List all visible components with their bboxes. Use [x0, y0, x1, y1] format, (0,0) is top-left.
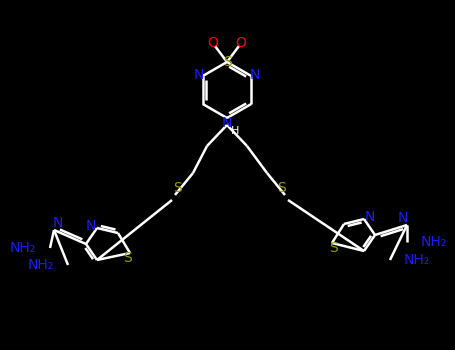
Text: N: N — [53, 216, 63, 230]
Text: S: S — [174, 181, 182, 195]
Text: NH₂: NH₂ — [10, 241, 36, 255]
Text: NH₂: NH₂ — [421, 235, 447, 249]
Text: N: N — [86, 219, 96, 233]
Text: O: O — [236, 36, 247, 50]
Text: O: O — [207, 36, 218, 50]
Text: NH₂: NH₂ — [404, 253, 430, 267]
Text: S: S — [278, 181, 286, 195]
Text: N: N — [365, 210, 375, 224]
Text: S: S — [124, 251, 132, 265]
Text: S: S — [329, 241, 339, 255]
Text: NH₂: NH₂ — [28, 258, 54, 272]
Text: N: N — [398, 211, 408, 225]
Text: N: N — [250, 68, 260, 82]
Text: H: H — [231, 126, 239, 136]
Text: N: N — [193, 68, 204, 82]
Text: N: N — [222, 116, 232, 130]
Text: S: S — [222, 55, 232, 69]
